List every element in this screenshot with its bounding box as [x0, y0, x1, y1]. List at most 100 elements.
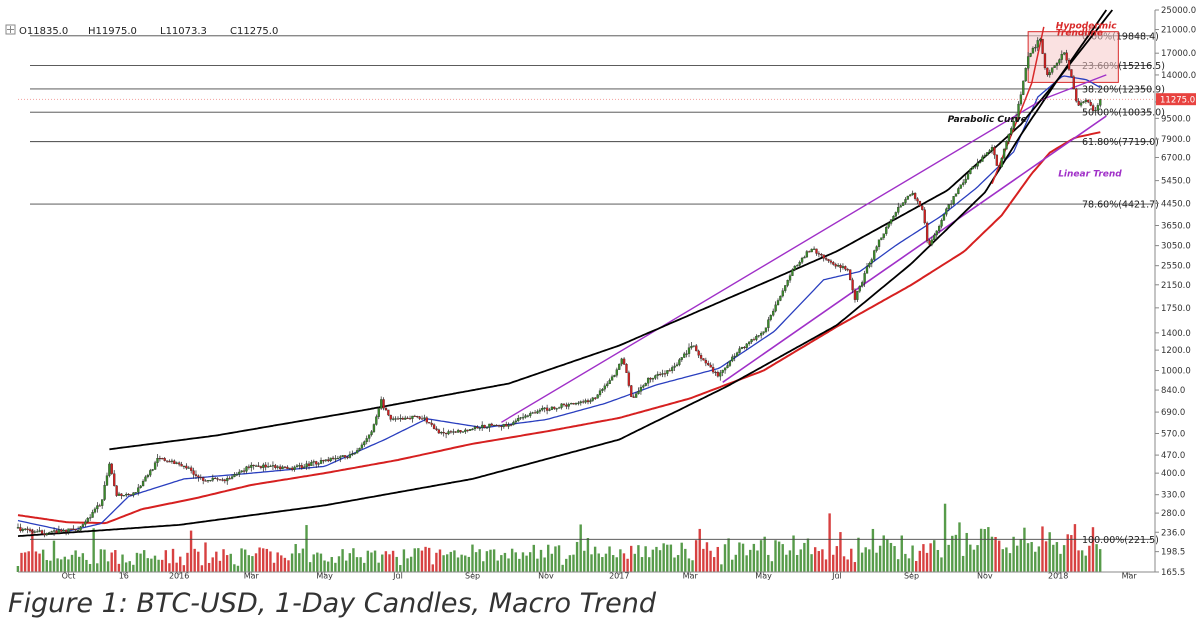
candle-body — [810, 248, 813, 253]
volume-bar — [453, 550, 456, 572]
volume-bar — [272, 562, 276, 572]
volume-bar — [240, 548, 243, 572]
candle-body — [853, 289, 857, 300]
ohlc-open: O11835.0 — [19, 26, 68, 37]
candle-body — [709, 364, 712, 368]
volume-bar — [489, 549, 492, 572]
volume-bar — [644, 546, 647, 572]
candle-body — [180, 464, 183, 467]
volume-bar — [651, 549, 655, 572]
candle-body — [440, 432, 443, 434]
candle-body — [1077, 100, 1080, 106]
volume-bar — [940, 557, 943, 572]
x-tick-label: 2017 — [609, 572, 629, 581]
x-tick-label: Mar — [683, 572, 699, 581]
volume-bar — [442, 555, 445, 572]
volume-bar — [276, 552, 279, 572]
candle-body — [211, 477, 214, 481]
candle-body — [656, 373, 659, 376]
candle-body — [86, 518, 89, 523]
volume-bar — [135, 552, 139, 572]
volume-bar — [337, 556, 341, 572]
candle-body — [490, 423, 493, 426]
volume-bar — [925, 552, 929, 572]
candle-body — [1096, 105, 1100, 111]
y-tick-label: 17000.0 — [1161, 49, 1196, 59]
candle-body — [531, 412, 534, 414]
volume-bar — [464, 555, 467, 572]
volume-bar — [103, 549, 106, 572]
candle-body — [493, 424, 496, 427]
candle-body — [644, 383, 647, 386]
volume-bar — [774, 540, 777, 572]
candle-body — [252, 464, 255, 467]
candle-body — [471, 428, 474, 430]
last-price-tag — [1156, 93, 1196, 106]
volume-bar — [215, 551, 218, 572]
volume-bar — [265, 548, 269, 572]
candle-body — [497, 425, 501, 427]
candle-body — [788, 275, 792, 281]
volume-bar — [536, 558, 539, 572]
volume-bar — [871, 528, 875, 572]
expand-icon[interactable] — [5, 24, 16, 35]
candle-body — [538, 409, 542, 412]
candle-body — [1029, 53, 1032, 57]
x-tick-label: Nov — [977, 572, 993, 581]
x-tick-label: 2016 — [169, 572, 189, 581]
volume-bar — [568, 555, 572, 572]
volume-bar — [622, 553, 626, 572]
y-tick-label: 2550.0 — [1161, 262, 1191, 272]
candle-body — [132, 492, 135, 496]
candle-body — [598, 390, 602, 395]
volume-bar — [976, 545, 979, 572]
volume-bar — [868, 549, 871, 572]
linear-lower-line — [722, 115, 1107, 383]
candle-body — [279, 466, 282, 470]
candle-body — [105, 475, 109, 486]
candle-body — [550, 406, 554, 410]
volume-bar — [676, 555, 680, 572]
candle-body — [822, 254, 825, 259]
volume-bar — [74, 550, 77, 572]
candle-body — [365, 438, 368, 442]
volume-bar — [1088, 545, 1091, 572]
candle-body — [303, 466, 306, 469]
candle-body — [64, 529, 68, 533]
candle-body — [909, 194, 912, 197]
volume-bar — [262, 548, 265, 572]
y-tick-label: 330.0 — [1161, 491, 1185, 501]
candle-body — [286, 466, 289, 469]
volume-bar — [658, 550, 662, 572]
volume-bar — [258, 547, 261, 572]
candle-body — [726, 365, 729, 368]
candle-body — [72, 528, 75, 530]
volume-bar — [770, 561, 774, 572]
volume-bar — [359, 557, 362, 572]
candle-body — [197, 475, 200, 478]
candle-body — [266, 466, 270, 468]
volume-bar — [478, 549, 481, 572]
volume-bar — [835, 546, 839, 572]
candle-body — [521, 417, 525, 419]
volume-bar — [781, 544, 784, 572]
volume-bar — [254, 553, 258, 572]
candle-body — [1039, 38, 1042, 41]
candle-body — [101, 499, 104, 506]
candle-body — [613, 375, 616, 377]
volume-bar — [543, 557, 546, 572]
candle-body — [820, 254, 823, 256]
ohlc-close: C11275.0 — [230, 26, 278, 37]
candle-body — [1007, 133, 1011, 142]
candle-body — [62, 529, 65, 532]
candle-body — [723, 367, 727, 371]
candle-body — [887, 223, 890, 228]
volume-bar — [1001, 549, 1004, 572]
volume-bar — [886, 539, 889, 572]
candle-body — [627, 372, 631, 386]
candle-body — [543, 407, 546, 409]
volume-bar — [554, 546, 557, 572]
volume-bar — [197, 551, 200, 572]
candle-body — [218, 479, 222, 481]
candle-body — [423, 417, 426, 419]
